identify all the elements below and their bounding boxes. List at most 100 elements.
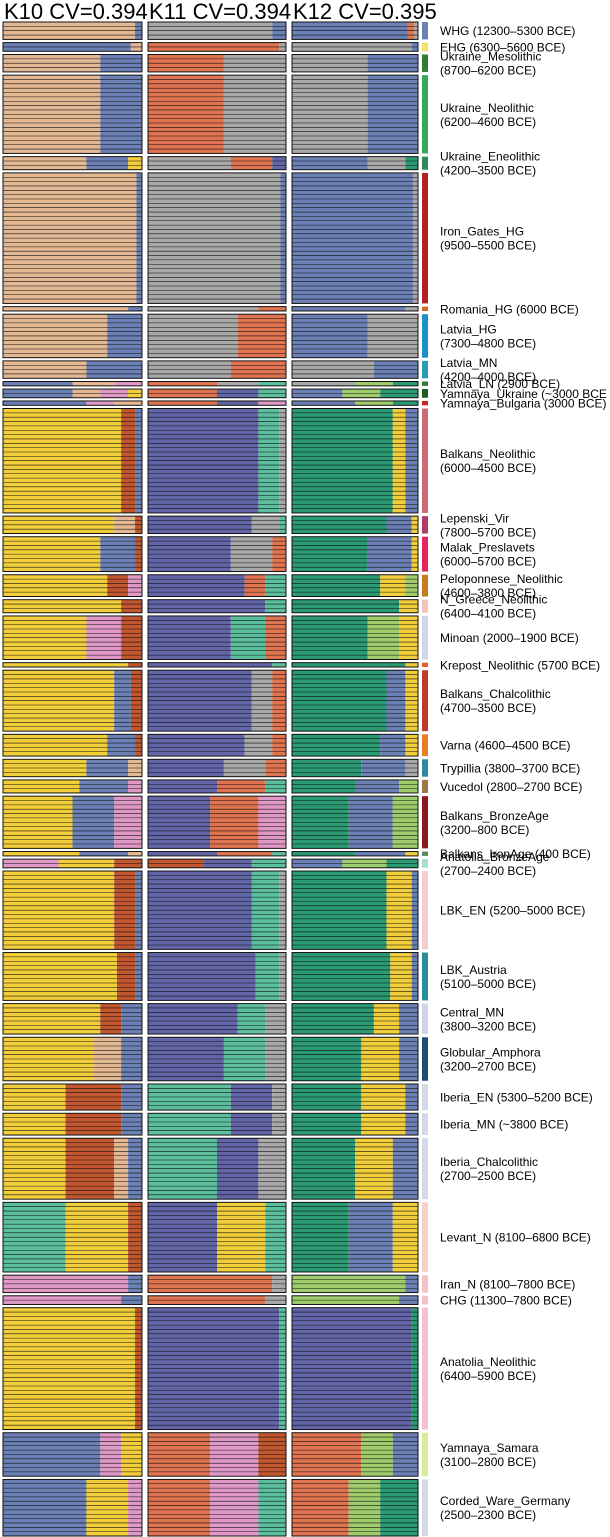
ancestry-segment-N_Greece_Neolithic-k12-yellow: [399, 599, 418, 613]
group-label-N_Greece_Neolithic: N_Greece_Neolithic: [440, 593, 547, 607]
group-label-Globular_Amphora: Globular_Amphora: [440, 1046, 541, 1060]
group-frame-Peloponnese_Neolithic-k11: [147, 574, 287, 598]
group-frame-Ukraine_Mesolithic-k10: [2, 54, 143, 73]
group-marker-Anatolia_BronzeAge: [422, 859, 428, 868]
group-frame-Vucedol-k11: [147, 779, 287, 794]
group-frame-Iberia_EN-k12: [291, 1083, 419, 1111]
group-frame-Krepost_Neolithic-k12: [291, 662, 419, 668]
group-frame-Levant_N-k11: [147, 1201, 287, 1273]
group-frame-Ukraine_Mesolithic-k12: [291, 54, 419, 73]
panel-title-k10: K10 CV=0.394: [4, 0, 148, 24]
ancestry-segment-Central_MN-k12-yellow: [373, 1003, 400, 1035]
group-marker-Ukraine_Neolithic: [422, 75, 428, 154]
group-frame-Balkans_BronzeAge-k11: [147, 795, 287, 849]
ancestry-segment-Iberia_MN-k12-green: [292, 1113, 362, 1136]
group-frame-Globular_Amphora-k12: [291, 1036, 419, 1082]
group-label-Iberia_MN: Iberia_MN (~3800 BCE): [440, 1118, 568, 1132]
ancestry-segment-N_Greece_Neolithic-k11-indigo: [148, 599, 266, 613]
group-marker-Iron_Gates_HG: [422, 172, 428, 304]
ancestry-segment-Varna-k10-yellow: [3, 734, 108, 757]
group-frame-CHG-k12: [291, 1295, 419, 1305]
ancestry-segment-Ukraine_Eneolithic-k11-orange: [230, 156, 273, 170]
ancestry-segment-Yamnaya_Bulgaria-k12-lime: [355, 400, 393, 406]
admixture-bars: [2, 21, 419, 1537]
group-frame-WHG-k10: [2, 21, 143, 40]
group-label-Corded_Ware_Germany: Corded_Ware_Germany: [440, 1494, 570, 1508]
group-marker-Varna: [422, 734, 428, 757]
group-frame-Ukraine_Neolithic-k12: [291, 74, 419, 154]
ancestry-segment-Balkans_IronAge-k12-green: [292, 851, 355, 856]
group-frame-Iron_Gates_HG-k10: [2, 172, 143, 304]
ancestry-segment-Krepost_Neolithic-k10-yellow: [3, 662, 129, 668]
group-frame-CHG-k11: [147, 1295, 287, 1305]
group-frame-Ukraine_Mesolithic-k11: [147, 54, 287, 73]
group-frame-Trypillia-k12: [291, 758, 419, 778]
group-frame-Ukraine_Neolithic-k10: [2, 74, 143, 154]
ancestry-segment-Iberia_MN-k11-indigo: [230, 1113, 273, 1136]
ancestry-segment-Yamnaya_Bulgaria-k11-indigo: [217, 400, 259, 406]
group-marker-LBK_EN: [422, 871, 428, 950]
ancestry-segment-Iberia_MN-k11-teal: [148, 1113, 231, 1136]
group-marker-Balkans_IronAge: [422, 851, 428, 856]
ancestry-segment-Vucedol-k12-green: [292, 779, 355, 793]
group-frame-Balkans_Neolithic-k10: [2, 408, 143, 514]
ancestry-segment-Vucedol-k11-teal: [265, 779, 286, 793]
group-marker-Yamnaya_Samara: [422, 1432, 428, 1477]
group-label-Central_MN: Central_MN: [440, 1005, 504, 1019]
group-frame-Iberia_EN-k10: [2, 1083, 143, 1111]
ancestry-segment-Peloponnese_Neolithic-k12-yellow: [380, 574, 406, 597]
group-marker-Latvia_MN: [422, 360, 428, 379]
group-label-Iberia_EN: Iberia_EN (5300–5200 BCE): [440, 1091, 593, 1105]
group-frame-Iberia_Chalcolithic-k12: [291, 1137, 419, 1200]
ancestry-segment-Corded_Ware_Germany-k10-yellow: [86, 1479, 129, 1536]
group-frame-Iran_N-k10: [2, 1274, 143, 1294]
ancestry-segment-Balkans_IronAge-k11-indigo: [148, 851, 217, 856]
ancestry-segment-N_Greece_Neolithic-k10-yellow: [3, 599, 122, 613]
ancestry-segment-Varna-k11-grey: [244, 734, 273, 757]
group-marker-Malak_Preslavets: [422, 536, 428, 572]
group-marker-Corded_Ware_Germany: [422, 1479, 428, 1536]
group-frame-LBK_Austria-k10: [2, 952, 143, 1001]
group-marker-Iberia_EN: [422, 1083, 428, 1111]
group-frame-LBK_EN-k11: [147, 870, 287, 950]
group-frame-Latvia_LN-k10: [2, 381, 143, 387]
ancestry-segment-Yamnaya_Bulgaria-k11-pink: [258, 400, 286, 406]
group-frame-Vucedol-k12: [291, 779, 419, 794]
group-label-Balkans_Chalcolithic: (4700–3500 BCE): [440, 701, 536, 715]
group-label-Minoan: Minoan (2000–1900 BCE): [440, 631, 579, 645]
ancestry-segment-Latvia_LN-k12-grey: [292, 381, 355, 386]
ancestry-segment-Ukraine_Eneolithic-k10-tan: [3, 156, 87, 170]
ancestry-segment-Romania_HG-k10-tan: [3, 306, 129, 311]
group-frame-Iron_Gates_HG-k12: [291, 172, 419, 304]
ancestry-segment-Ukraine_Eneolithic-k12-slate: [292, 156, 368, 170]
group-label-Romania_HG: Romania_HG (6000 BCE): [440, 302, 579, 316]
ancestry-segment-Balkans_IronAge-k12-slate: [355, 851, 406, 856]
group-frame-Yamnaya_Ukraine-k12: [291, 388, 419, 399]
group-label-Iron_Gates_HG: (9500–5500 BCE): [440, 239, 536, 253]
ancestry-segment-Iberia_MN-k10-yellow: [3, 1113, 66, 1136]
ancestry-segment-Latvia_LN-k12-green: [392, 381, 418, 386]
group-frame-Ukraine_Eneolithic-k11: [147, 156, 287, 171]
ancestry-segment-Vucedol-k11-orange: [217, 779, 266, 793]
ancestry-segment-Corded_Ware_Germany-k10-slate: [3, 1479, 87, 1536]
group-frame-Varna-k10: [2, 733, 143, 757]
ancestry-segment-Yamnaya_Bulgaria-k12-slate: [292, 400, 355, 406]
group-frame-Globular_Amphora-k10: [2, 1036, 143, 1082]
ancestry-segment-Peloponnese_Neolithic-k10-rust: [107, 574, 129, 597]
ancestry-segment-LBK_Austria-k11-teal: [255, 952, 280, 1001]
group-frame-N_Greece_Neolithic-k12: [291, 599, 419, 614]
group-frame-Central_MN-k11: [147, 1003, 287, 1035]
group-marker-N_Greece_Neolithic: [422, 599, 428, 613]
group-frame-Latvia_HG-k12: [291, 313, 419, 359]
ancestry-segment-Peloponnese_Neolithic-k12-lime: [405, 574, 418, 597]
ancestry-segment-Corded_Ware_Germany-k12-lime: [348, 1479, 381, 1536]
group-frame-WHG-k11: [147, 21, 287, 40]
ancestry-segment-Iberia_MN-k10-slate: [121, 1113, 142, 1136]
group-frame-Malak_Preslavets-k12: [291, 536, 419, 573]
group-label-Lepenski_Vir: Lepenski_Vir: [440, 511, 509, 525]
group-frame-Latvia_MN-k11: [147, 360, 287, 379]
group-label-Anatolia_Neolithic: Anatolia_Neolithic: [440, 1355, 536, 1369]
ancestry-segment-Vucedol-k11-indigo: [148, 779, 217, 793]
ancestry-segment-Ukraine_Eneolithic-k10-yellow: [128, 156, 142, 170]
ancestry-segment-Central_MN-k12-green: [292, 1003, 374, 1035]
